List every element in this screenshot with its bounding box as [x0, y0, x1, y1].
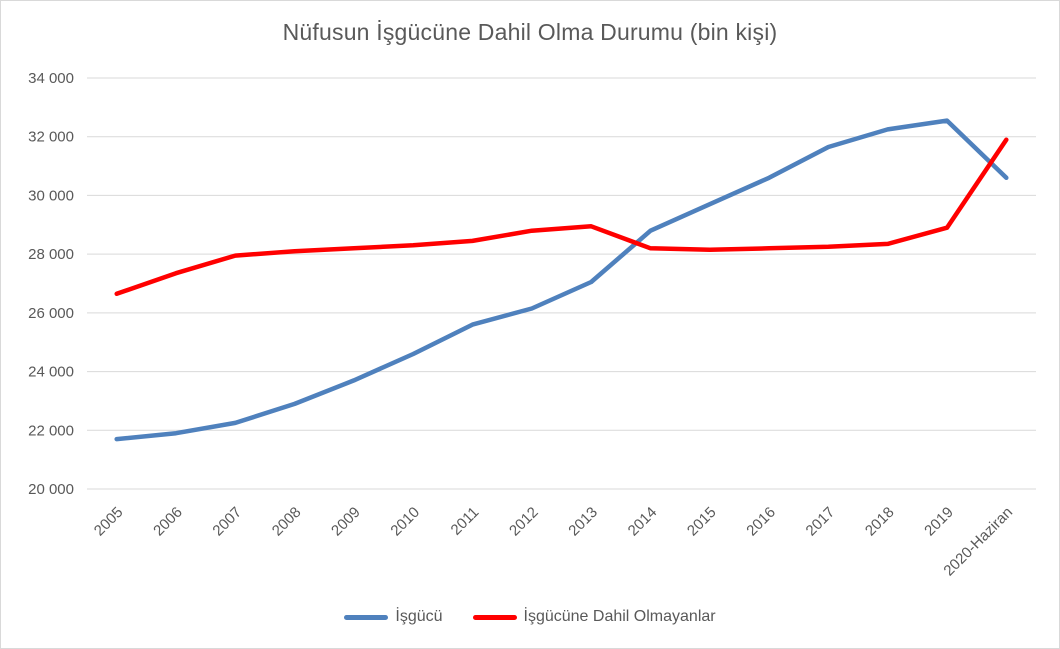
y-axis-tick-label: 34 000 [28, 70, 74, 87]
y-axis-tick-label: 22 000 [28, 422, 74, 439]
x-axis-tick-label: 2011 [448, 504, 483, 539]
x-axis-tick-label: 2005 [91, 504, 127, 540]
x-axis-tick-label: 2016 [743, 504, 779, 540]
y-axis-tick-label: 24 000 [28, 364, 74, 381]
legend: İşgücü İşgücüne Dahil Olmayanlar [1, 608, 1059, 626]
y-axis-tick-label: 20 000 [28, 481, 74, 498]
x-axis-tick-label: 2018 [862, 504, 898, 540]
chart-title: Nüfusun İşgücüne Dahil Olma Durumu (bin … [282, 19, 778, 45]
x-axis-tick-label: 2012 [506, 504, 542, 540]
x-axis-tick-label: 2017 [803, 504, 839, 540]
legend-item-isgucune-dahil-olmayanlar: İşgücüne Dahil Olmayanlar [472, 608, 716, 626]
x-axis-tick-label: 2009 [328, 504, 364, 540]
legend-label-isgucu: İşgücü [395, 608, 443, 625]
x-axis-tick-label: 2007 [209, 504, 245, 540]
x-axis-tick-label: 2006 [150, 504, 186, 540]
x-axis-tick-label: 2015 [684, 504, 720, 540]
legend-label-isgucune-dahil-olmayanlar: İşgücüne Dahil Olmayanlar [523, 608, 716, 625]
y-axis-tick-label: 26 000 [28, 305, 74, 322]
y-axis-tick-label: 30 000 [28, 187, 74, 204]
x-axis-tick-label: 2008 [269, 504, 305, 540]
legend-line-sample-isgucune-dahil-olmayanlar [472, 614, 517, 620]
x-axis-tick-label: 2014 [625, 504, 661, 540]
x-axis-tick-label: 2019 [921, 504, 957, 540]
legend-line-sample-isgucu [344, 614, 389, 620]
y-axis-tick-label: 28 000 [28, 246, 74, 263]
series-line-1 [114, 137, 1009, 297]
x-axis-tick-label: 2010 [387, 504, 423, 540]
series-line-0 [114, 118, 1009, 442]
y-axis-tick-label: 32 000 [28, 129, 74, 146]
x-axis-tick-label: 2013 [565, 504, 601, 540]
legend-item-isgucu: İşgücü [344, 608, 443, 626]
